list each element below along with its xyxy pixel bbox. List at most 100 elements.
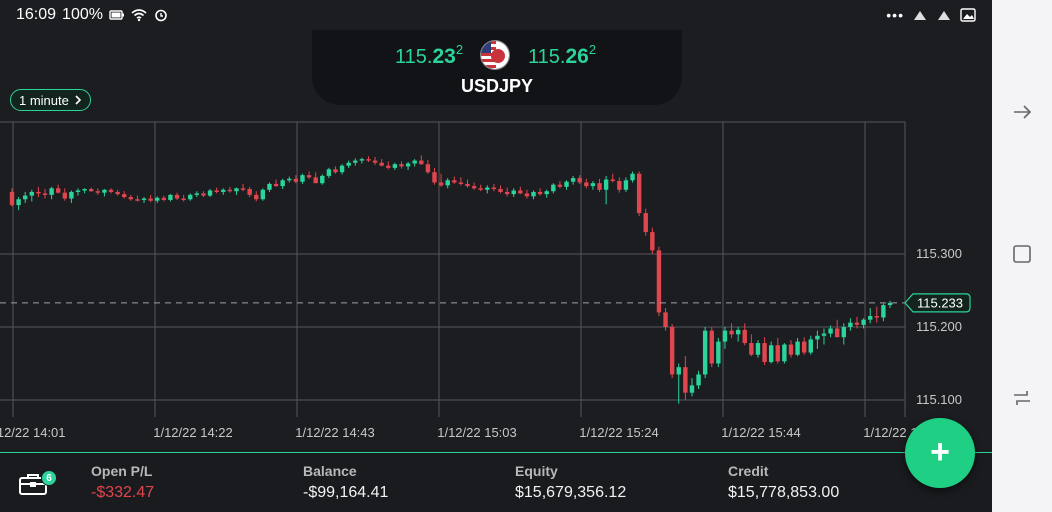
- candle-body: [23, 195, 28, 200]
- candle-body: [89, 189, 94, 192]
- candle-body: [254, 194, 259, 200]
- candle: [42, 189, 48, 199]
- candle-body: [141, 198, 147, 201]
- candle: [313, 172, 318, 184]
- candle: [419, 155, 424, 165]
- usd-jpy-flag-icon: [480, 40, 510, 70]
- candle-body: [181, 198, 186, 201]
- candle-body: [821, 333, 827, 336]
- candle-body: [313, 177, 318, 184]
- candle-body: [452, 180, 457, 183]
- candle: [643, 208, 648, 236]
- instrument-symbol[interactable]: USDJPY: [460, 76, 534, 96]
- candle-body: [155, 197, 160, 201]
- candle-body: [333, 169, 338, 173]
- portfolio-icon[interactable]: [18, 471, 48, 497]
- candle-body: [359, 159, 365, 161]
- candle: [570, 175, 576, 185]
- candle: [887, 300, 893, 309]
- candle: [359, 157, 365, 164]
- y-tick-label: 115.100: [916, 392, 962, 407]
- ask-price[interactable]: 115.262: [528, 42, 597, 68]
- candle-body: [702, 330, 708, 375]
- candle: [656, 246, 662, 317]
- candle-body: [287, 178, 292, 181]
- candle-body: [570, 178, 576, 182]
- candle-body: [564, 181, 569, 187]
- candle: [155, 196, 160, 203]
- candle: [386, 161, 391, 170]
- candle: [260, 188, 266, 201]
- y-tick-label: 115.200: [916, 319, 962, 334]
- candle-body: [168, 194, 173, 200]
- candle-body: [735, 329, 741, 335]
- current-price-marker: 115.233: [0, 293, 971, 313]
- candle-body: [874, 316, 879, 318]
- candle-body: [42, 193, 48, 195]
- candle: [49, 186, 54, 200]
- chevron-right-icon: [75, 95, 82, 105]
- candle-body: [366, 159, 371, 161]
- candle-body: [227, 189, 233, 192]
- candle-body: [557, 184, 563, 187]
- candle-body: [458, 182, 464, 184]
- candle: [716, 337, 721, 368]
- candle: [273, 179, 279, 187]
- candle-body: [848, 322, 853, 327]
- candle: [491, 183, 497, 192]
- candle: [188, 193, 193, 201]
- candle-body: [432, 172, 437, 183]
- recents-button[interactable]: [1002, 378, 1042, 418]
- candle-body: [399, 164, 404, 167]
- new-trade-button[interactable]: +: [905, 418, 975, 488]
- timeframe-selector[interactable]: 1 minute: [10, 89, 91, 111]
- candle-body: [491, 187, 497, 190]
- candle-body: [709, 330, 714, 364]
- candle-body: [749, 343, 754, 355]
- candle-body: [854, 322, 860, 325]
- candle: [603, 175, 609, 205]
- candle-body: [551, 184, 556, 192]
- candle-body: [306, 175, 312, 178]
- candle: [564, 180, 569, 190]
- candle: [623, 177, 629, 192]
- candle: [9, 188, 15, 207]
- candle-body: [82, 189, 87, 191]
- candle-body: [267, 183, 272, 190]
- status-bar: 16:09 100% •••: [0, 0, 992, 30]
- candle-body: [9, 191, 15, 206]
- candle: [544, 189, 549, 198]
- price-chart[interactable]: 1/12/22 14:01 1/12/22 14:22 1/12/22 14:43 1…: [0, 112, 992, 447]
- bid-price[interactable]: 115.232: [395, 42, 464, 68]
- candle: [801, 337, 807, 355]
- candle-body: [683, 367, 688, 393]
- candle-body: [425, 164, 431, 173]
- candle: [584, 178, 589, 189]
- candle-body: [524, 193, 530, 197]
- candle: [399, 161, 404, 169]
- candle: [537, 188, 543, 196]
- candle-body: [69, 191, 74, 199]
- candle-body: [650, 232, 655, 251]
- candle: [471, 182, 477, 190]
- candle: [254, 191, 259, 202]
- home-button[interactable]: [1002, 234, 1042, 274]
- current-price-label: 115.233: [917, 295, 963, 310]
- candle: [339, 164, 345, 175]
- candle-body: [511, 190, 516, 195]
- equity-value: $15,679,356.12: [515, 484, 627, 501]
- equity: Equity $15,679,356.12: [515, 463, 627, 501]
- arrow-right-icon: [1014, 105, 1032, 119]
- candle: [240, 183, 246, 192]
- system-navigation-bar: [992, 0, 1052, 512]
- candle-body: [584, 182, 589, 187]
- candle: [828, 325, 833, 338]
- candle-body: [221, 189, 226, 192]
- candle-body: [240, 188, 246, 190]
- candle: [749, 334, 754, 357]
- back-button[interactable]: [1002, 92, 1042, 132]
- candle: [207, 189, 213, 198]
- candle: [689, 378, 695, 397]
- x-tick-label: 1/12/22 14:43: [295, 425, 375, 440]
- candle-body: [419, 160, 424, 165]
